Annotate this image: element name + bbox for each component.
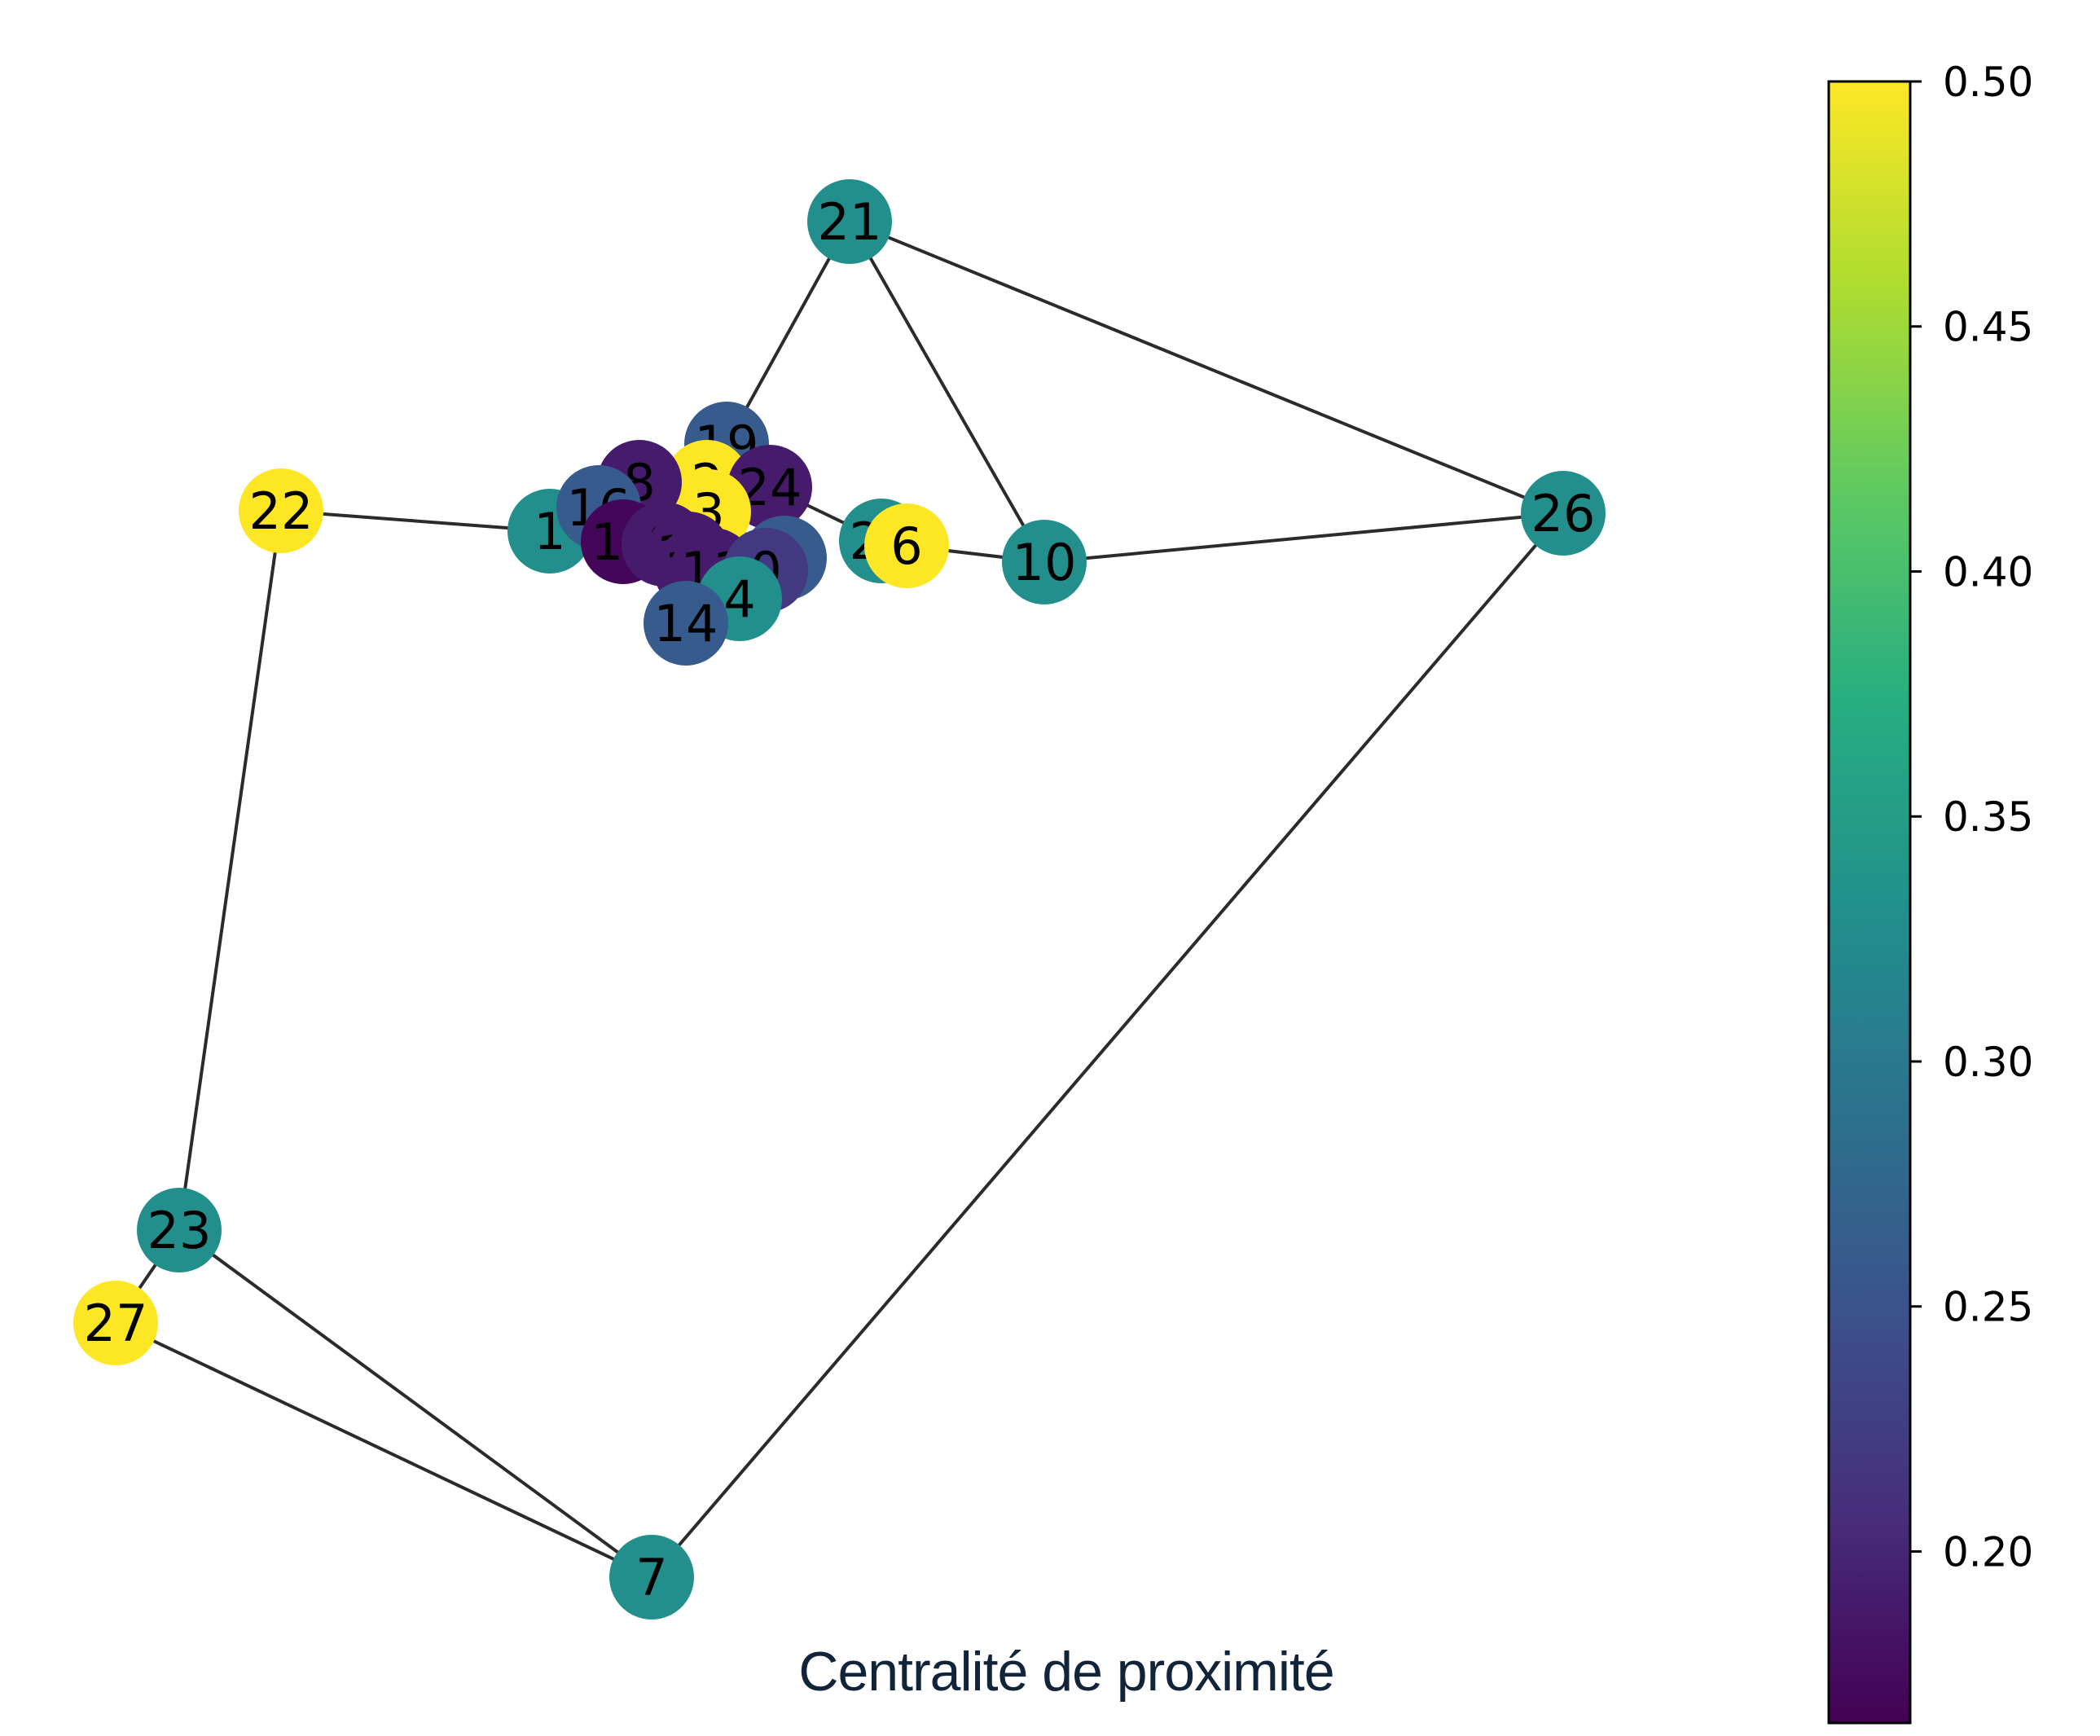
graph-edges [114,220,1565,1579]
node-21: 21 [807,179,892,264]
edge-26-7 [650,512,1565,1579]
colorbar-tick-label: 0.20 [1943,1528,2033,1576]
node-label-14: 14 [654,594,718,653]
colorbar-tick-label: 0.30 [1943,1039,2033,1086]
node-label-10: 10 [1013,533,1077,592]
node-label-7: 7 [635,1548,667,1607]
colorbar-tick-label: 0.25 [1943,1284,2033,1331]
edge-27-7 [115,1321,652,1579]
node-label-6: 6 [890,516,922,576]
node-label-27: 27 [84,1294,148,1353]
node-6: 6 [864,503,949,588]
node-27: 27 [73,1281,158,1365]
node-26: 26 [1521,471,1606,556]
edge-23-7 [178,1228,653,1579]
node-23: 23 [137,1188,222,1272]
colorbar-tick-label: 0.50 [1943,59,2033,106]
colorbar-tick-label: 0.40 [1943,548,2033,596]
node-7: 7 [609,1535,694,1620]
node-label-26: 26 [1531,484,1596,543]
node-10: 10 [1002,520,1087,604]
edge-21-26 [849,220,1564,515]
node-circle-27 [73,1281,158,1365]
colorbar: 0.50 0.45 0.40 0.35 0.30 0.25 0.20 [1827,59,2033,1725]
node-label-21: 21 [818,192,882,252]
colorbar-tick-label: 0.45 [1943,304,2033,351]
node-circle-14 [644,581,728,666]
colorbar-ticks: 0.50 0.45 0.40 0.35 0.30 0.25 0.20 [1910,59,2033,1576]
graph-nodes: 2126102212562327719224381617912131150414 [73,179,1606,1620]
node-circle-21 [807,179,892,264]
colorbar-tick-label: 0.35 [1943,793,2033,841]
colorbar-gradient [1827,80,1912,1725]
node-22: 22 [239,468,323,553]
node-circle-10 [1002,520,1087,604]
node-label-22: 22 [249,481,314,541]
edge-21-10 [848,221,1046,563]
node-label-23: 23 [147,1201,212,1260]
node-circle-6 [864,503,949,588]
node-circle-22 [239,468,323,553]
node-circle-26 [1521,471,1606,556]
figure-caption: Centralité de proximité [798,1641,1333,1703]
node-circle-7 [609,1535,694,1620]
node-label-4: 4 [723,569,755,629]
edge-22-23 [178,510,283,1231]
edge-26-10 [1043,512,1564,564]
edge-22-1 [280,509,551,533]
node-14: 14 [644,581,728,666]
node-circle-23 [137,1188,222,1272]
